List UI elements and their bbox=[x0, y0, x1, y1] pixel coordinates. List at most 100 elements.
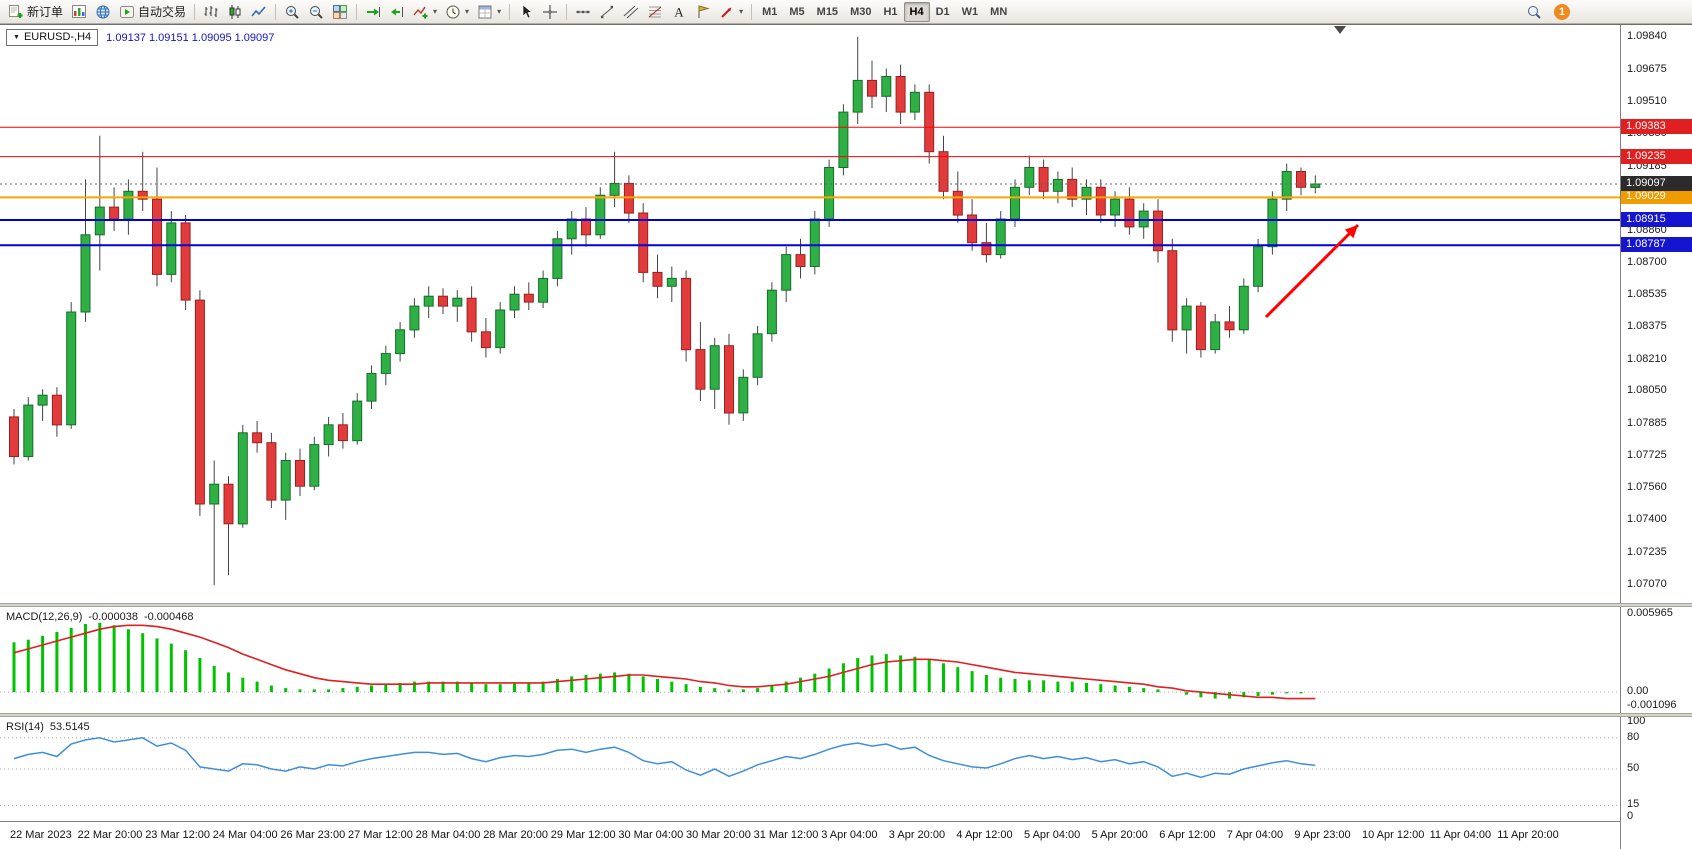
timeframe-w1[interactable]: W1 bbox=[961, 5, 979, 18]
trendline-icon bbox=[599, 4, 615, 20]
periods-button[interactable]: ▾ bbox=[441, 2, 473, 22]
chart-candles-button[interactable] bbox=[223, 2, 247, 22]
zoom-out-button[interactable] bbox=[304, 2, 328, 22]
profiles-button[interactable] bbox=[91, 2, 115, 22]
equidistant-channel-button[interactable] bbox=[619, 2, 643, 22]
candle-bullish bbox=[123, 190, 134, 220]
pane-divider-rsi[interactable] bbox=[0, 713, 1692, 717]
time-axis-label: 10 Apr 12:00 bbox=[1362, 829, 1425, 841]
rsi-axis-tick: 0 bbox=[1627, 810, 1634, 822]
price-chart-pane[interactable]: ▼ EURUSD-,H4 1.09137 1.09151 1.09095 1.0… bbox=[0, 25, 1620, 603]
trend-arrow[interactable] bbox=[1264, 223, 1360, 319]
time-axis-label: 28 Mar 04:00 bbox=[415, 829, 481, 841]
text-label-button[interactable] bbox=[691, 2, 715, 22]
candle-bearish bbox=[466, 297, 477, 333]
timeframe-h4[interactable]: H4 bbox=[903, 1, 930, 22]
search-button[interactable] bbox=[1522, 2, 1546, 22]
trendline-button[interactable] bbox=[595, 2, 619, 22]
candle-bullish bbox=[495, 309, 506, 349]
price-axis-tick: 1.08700 bbox=[1627, 256, 1667, 268]
candle-bearish bbox=[438, 295, 448, 307]
price-scale[interactable]: 1.098401.096751.095101.093501.091851.090… bbox=[1620, 25, 1692, 849]
crosshair-icon bbox=[542, 4, 558, 20]
price-axis-tick: 1.09675 bbox=[1627, 63, 1667, 75]
chart-line-button[interactable] bbox=[247, 2, 271, 22]
timeframe-m1[interactable]: M1 bbox=[762, 5, 778, 18]
candle-bullish bbox=[237, 432, 248, 525]
timeframe-mn[interactable]: MN bbox=[990, 5, 1008, 18]
pane-divider-macd[interactable] bbox=[0, 603, 1692, 607]
chart-shift-marker[interactable] bbox=[1334, 26, 1346, 34]
fibo-icon bbox=[647, 4, 663, 20]
candle-bearish bbox=[194, 299, 205, 505]
candle-bearish bbox=[1153, 210, 1163, 252]
candle-bullish bbox=[395, 329, 406, 355]
auto-trading-button[interactable]: 自动交易 bbox=[115, 2, 190, 22]
chart-area: ▼ EURUSD-,H4 1.09137 1.09151 1.09095 1.0… bbox=[0, 24, 1692, 849]
cursor-button[interactable] bbox=[514, 2, 538, 22]
horizontal-line-button[interactable] bbox=[571, 2, 595, 22]
time-axis-label: 5 Apr 20:00 bbox=[1091, 829, 1148, 841]
notification-badge[interactable]: 1 bbox=[1554, 3, 1570, 20]
timeframe-m30[interactable]: M30 bbox=[850, 5, 872, 18]
candle-bullish bbox=[1210, 321, 1221, 351]
tile-windows-button[interactable] bbox=[328, 2, 352, 22]
candle-bullish bbox=[1052, 178, 1063, 192]
candle-bearish bbox=[681, 277, 692, 351]
macd-value-main: -0.000038 bbox=[88, 611, 138, 623]
new-order-button[interactable]: 新订单 bbox=[4, 2, 67, 22]
new-order-icon bbox=[8, 4, 24, 20]
chart-shift-icon bbox=[389, 4, 405, 20]
new-chart-button[interactable] bbox=[67, 2, 91, 22]
candle-bullish bbox=[380, 353, 391, 374]
candle-bullish bbox=[709, 345, 720, 390]
dropdown-caret-icon: ▾ bbox=[739, 7, 744, 16]
candle-bearish bbox=[1124, 198, 1135, 228]
text-button[interactable]: A bbox=[667, 2, 691, 22]
candle-bullish bbox=[566, 218, 577, 240]
auto-scroll-button[interactable] bbox=[361, 2, 385, 22]
candle-bullish bbox=[1310, 183, 1321, 188]
timeframe-m5[interactable]: M5 bbox=[789, 5, 805, 18]
timeframe-d1[interactable]: D1 bbox=[935, 5, 950, 18]
rsi-pane[interactable]: RSI(14) 53.5145 bbox=[0, 717, 1620, 821]
time-axis-label: 7 Apr 04:00 bbox=[1226, 829, 1284, 841]
candle-bearish bbox=[9, 416, 19, 457]
hline-icon bbox=[575, 4, 591, 20]
rsi-line bbox=[13, 737, 1316, 779]
profiles-icon bbox=[95, 4, 111, 20]
timeframe-m15[interactable]: M15 bbox=[816, 5, 839, 18]
indicators-button[interactable]: ▾ bbox=[409, 2, 441, 22]
crosshair-button[interactable] bbox=[538, 2, 562, 22]
autotrading-icon bbox=[119, 4, 135, 20]
chart-bars-button[interactable] bbox=[199, 2, 223, 22]
trend-arrow-head[interactable] bbox=[1344, 225, 1358, 239]
auto-scroll-icon bbox=[365, 4, 381, 20]
zoom-in-button[interactable] bbox=[280, 2, 304, 22]
time-axis[interactable]: 22 Mar 2023 22 Mar 20:00 23 Mar 12:00 24 Ma… bbox=[0, 821, 1620, 849]
candles-icon bbox=[227, 4, 243, 20]
candle-bullish bbox=[1238, 285, 1249, 331]
indicators-icon bbox=[413, 4, 429, 20]
toolbar-separator bbox=[275, 3, 277, 20]
dropdown-caret-icon: ▾ bbox=[433, 7, 438, 16]
candle-bullish bbox=[1181, 305, 1192, 331]
toolbar-separator bbox=[509, 3, 511, 20]
templates-button[interactable]: ▾ bbox=[473, 2, 505, 22]
candle-bearish bbox=[724, 345, 734, 414]
time-axis-label: 11 Apr 04:00 bbox=[1429, 829, 1492, 841]
symbol-selector[interactable]: ▼ EURUSD-,H4 bbox=[6, 29, 99, 46]
fibonacci-button[interactable] bbox=[643, 2, 667, 22]
candle-bullish bbox=[1010, 186, 1020, 220]
candle-bullish bbox=[666, 277, 677, 287]
macd-axis-tick: 0.005965 bbox=[1627, 607, 1673, 619]
arrow-tool-icon bbox=[719, 4, 735, 20]
bars-icon bbox=[203, 4, 219, 20]
arrows-button[interactable]: ▾ bbox=[715, 2, 747, 22]
candle-bearish bbox=[1095, 186, 1106, 216]
candle-bearish bbox=[337, 424, 348, 442]
macd-pane[interactable]: MACD(12,26,9) -0.000038 -0.000468 bbox=[0, 607, 1620, 713]
price-axis-tick: 1.08210 bbox=[1627, 353, 1667, 365]
chart-shift-button[interactable] bbox=[385, 2, 409, 22]
timeframe-h1[interactable]: H1 bbox=[883, 5, 898, 18]
